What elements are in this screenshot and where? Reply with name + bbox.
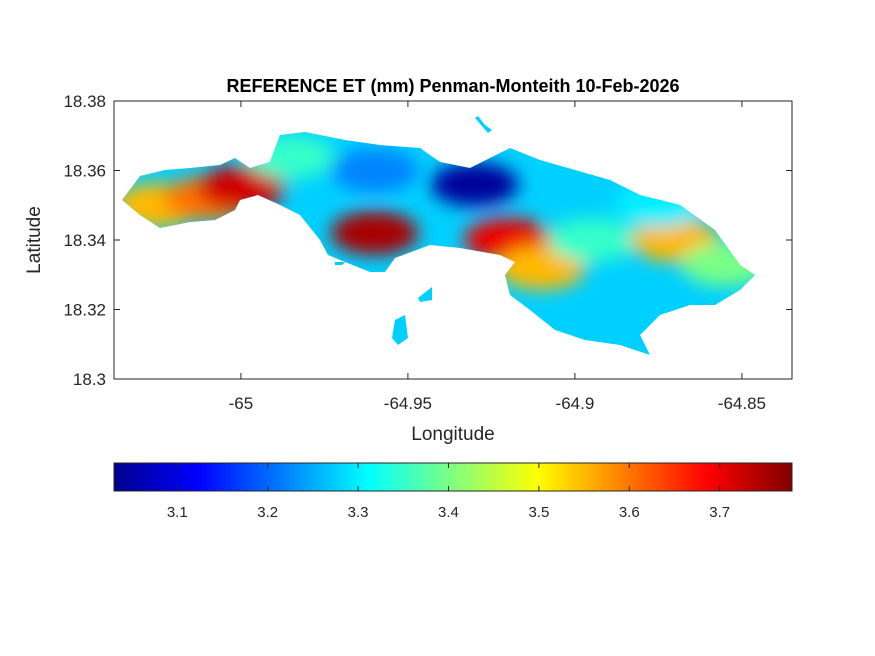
y-tick-label: 18.34 [63,231,106,250]
x-axis-label: Longitude [411,424,494,445]
plot-area: -65 -64.95 -64.9 -64.85 18.3 18.32 18.34 18.36… [63,92,793,413]
x-tick-label: -64.85 [718,394,766,413]
y-tick-label: 18.3 [73,370,106,389]
colorbar-tick-label: 3.3 [348,504,369,521]
colorbar-tick-label: 3.7 [709,504,730,521]
y-tick-label: 18.32 [63,301,106,320]
colorbar-tick-label: 3.1 [167,504,188,521]
colorbar-tick-label: 3.2 [257,504,278,521]
colorbar: 3.1 3.2 3.3 3.4 3.5 3.6 3.7 [113,462,793,521]
heatmap-region [430,162,519,207]
heatmap-region [330,148,419,193]
x-tick-label: -64.95 [384,394,432,413]
heatmap-region [547,218,636,262]
colorbar-tick-label: 3.4 [438,504,459,521]
y-tick-label: 18.38 [63,92,106,111]
x-tick-label: -65 [229,394,254,413]
heatmap-region [330,211,419,256]
colorbar-tick-label: 3.5 [528,504,549,521]
x-ticks: -65 -64.95 -64.9 -64.85 [229,101,766,413]
colorbar-ticks: 3.1 3.2 3.3 3.4 3.5 3.6 3.7 [167,463,730,521]
x-tick-label: -64.9 [556,394,595,413]
y-axis-label: Latitude [24,206,45,274]
y-tick-label: 18.36 [63,162,106,181]
chart-title: REFERENCE ET (mm) Penman-Monteith 10-Feb… [226,76,679,96]
colorbar-tick-label: 3.6 [619,504,640,521]
colorbar-gradient [113,462,793,492]
y-ticks: 18.3 18.32 18.34 18.36 18.38 [63,92,792,389]
